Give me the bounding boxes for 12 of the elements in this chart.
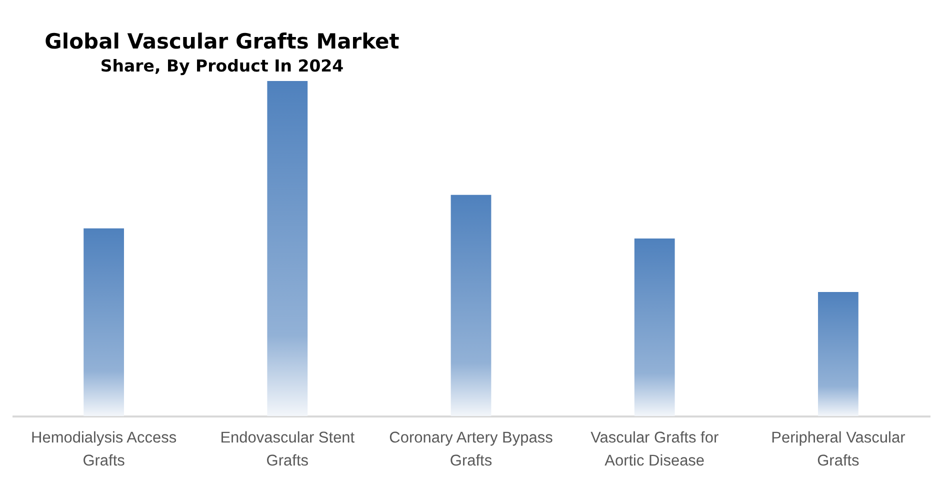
x-tick-label: Endovascular Stent Grafts [220,430,356,470]
x-tick-label: Coronary Artery Bypass Grafts [389,430,554,470]
x-tick-label: Hemodialysis Access Grafts [31,430,177,470]
bar [84,228,124,416]
bar [818,292,858,416]
chart-subtitle: Share, By Product In 2024 [100,56,344,76]
bar [450,194,492,416]
chart-title: Global Vascular Grafts Market [44,30,400,54]
x-tick-label: Vascular Grafts for Aortic Disease [590,430,719,470]
x-tick-label: Peripheral Vascular Grafts [771,430,906,470]
bar [634,238,675,416]
bar [267,81,308,416]
